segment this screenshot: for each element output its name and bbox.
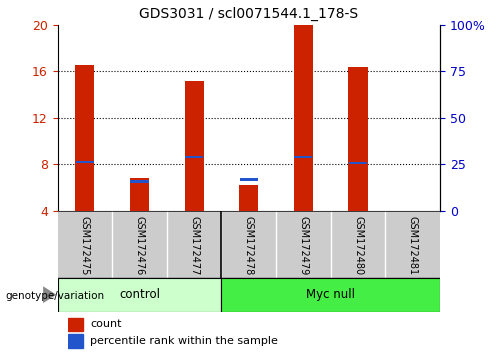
Polygon shape [43, 286, 57, 303]
Text: percentile rank within the sample: percentile rank within the sample [90, 336, 278, 346]
Bar [58, 278, 222, 312]
Text: GSM172475: GSM172475 [80, 216, 90, 275]
Text: Myc null: Myc null [306, 288, 355, 301]
Text: genotype/variation: genotype/variation [5, 291, 104, 301]
Bar [68, 334, 83, 348]
Text: GSM172478: GSM172478 [244, 216, 254, 275]
Title: GDS3031 / scl0071544.1_178-S: GDS3031 / scl0071544.1_178-S [139, 7, 358, 21]
Text: GSM172479: GSM172479 [298, 216, 308, 275]
Bar [294, 156, 312, 159]
Bar [76, 161, 94, 163]
Bar [68, 318, 83, 331]
Bar [239, 185, 258, 211]
Bar [184, 80, 204, 211]
Text: GSM172477: GSM172477 [189, 216, 199, 275]
Bar [185, 156, 203, 159]
Text: GSM172476: GSM172476 [134, 216, 144, 275]
Bar [240, 178, 258, 181]
Text: GSM172481: GSM172481 [408, 216, 418, 275]
Bar [76, 65, 94, 211]
Bar [130, 178, 149, 211]
Bar [349, 162, 367, 164]
Text: GSM172480: GSM172480 [353, 216, 363, 275]
Bar [130, 180, 148, 183]
Bar [294, 25, 313, 211]
Bar [348, 67, 368, 211]
Bar [222, 278, 440, 312]
Text: control: control [119, 288, 160, 301]
Text: count: count [90, 319, 122, 329]
